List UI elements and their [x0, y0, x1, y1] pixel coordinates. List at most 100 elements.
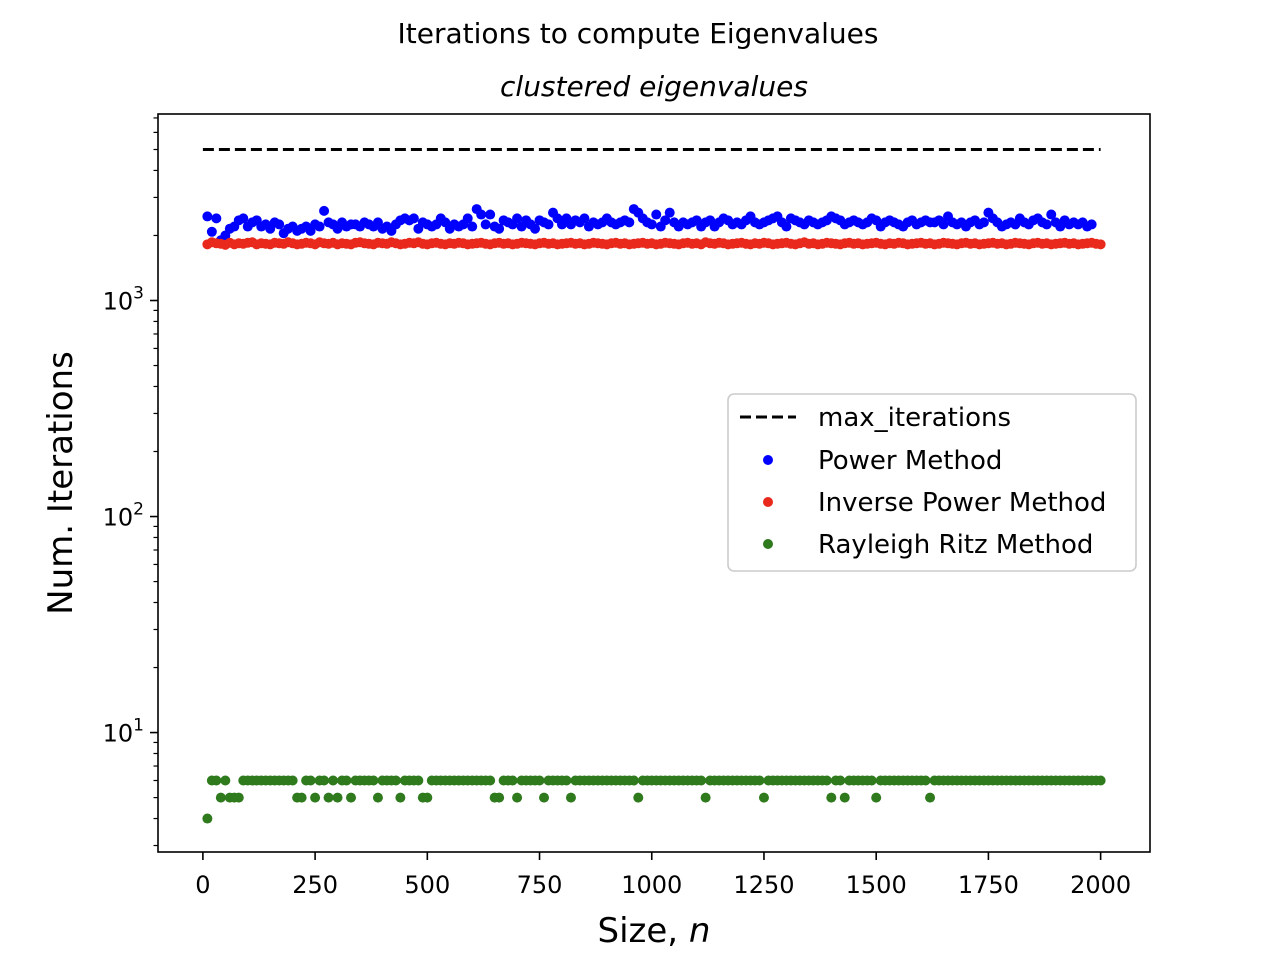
power-method-point: [238, 213, 249, 224]
rayleigh-ritz-method-point: [215, 792, 226, 803]
power-method-point: [408, 213, 419, 224]
rayleigh-ritz-method-point: [561, 775, 572, 786]
x-tick-label: 1000: [621, 871, 682, 899]
rayleigh-ritz-method-point: [866, 775, 877, 786]
rayleigh-ritz-method-point: [220, 775, 231, 786]
legend-label-power-method: Power Method: [818, 446, 1002, 476]
y-axis-label: Num. Iterations: [41, 351, 81, 615]
power-method-point: [314, 221, 325, 232]
rayleigh-ritz-method-point: [211, 775, 222, 786]
series-layer: [202, 148, 1106, 824]
rayleigh-ritz-method-point: [310, 792, 321, 803]
inverse-power-method-point: [1095, 239, 1106, 250]
power-method-point: [462, 213, 473, 224]
power-method-point: [476, 209, 487, 220]
power-method-point: [1041, 219, 1052, 230]
power-method-point: [1046, 209, 1057, 220]
chart-subtitle: clustered eigenvalues: [500, 70, 808, 103]
power-method-point: [651, 209, 662, 220]
power-method-point: [781, 221, 792, 232]
x-tick-label: 500: [404, 871, 450, 899]
rayleigh-ritz-method-point: [390, 775, 401, 786]
legend-label-max-iterations: max_iterations: [818, 403, 1011, 433]
rayleigh-ritz-method-point: [925, 792, 936, 803]
x-tick-label: 1750: [958, 871, 1019, 899]
rayleigh-ritz-method-point: [395, 792, 406, 803]
rayleigh-ritz-method-point: [305, 775, 316, 786]
power-method-point: [211, 213, 222, 224]
rayleigh-ritz-method-point: [700, 792, 711, 803]
rayleigh-ritz-method-point: [319, 775, 330, 786]
rayleigh-ritz-method-point: [512, 792, 523, 803]
power-method-point: [1086, 219, 1097, 230]
legend-marker-inverse-power-method: [763, 497, 773, 507]
power-method-point: [480, 219, 491, 230]
legend-box: [727, 393, 1137, 572]
rayleigh-ritz-method-point: [1095, 775, 1106, 786]
power-method-point: [494, 223, 505, 234]
rayleigh-ritz-method-point: [202, 813, 213, 824]
rayleigh-ritz-method-point: [826, 792, 837, 803]
rayleigh-ritz-method-point: [422, 792, 433, 803]
rayleigh-ritz-method-point: [368, 775, 379, 786]
x-tick-label: 1250: [733, 871, 794, 899]
rayleigh-ritz-method-point: [328, 775, 339, 786]
rayleigh-ritz-method-point: [341, 775, 352, 786]
rayleigh-ritz-method-point: [233, 792, 244, 803]
x-tick-label: 750: [517, 871, 563, 899]
rayleigh-ritz-method-point: [758, 792, 769, 803]
rayleigh-ritz-method-point: [534, 775, 545, 786]
rayleigh-ritz-method-point: [332, 792, 343, 803]
rayleigh-ritz-method-point: [485, 775, 496, 786]
rayleigh-ritz-method-point: [835, 775, 846, 786]
rayleigh-ritz-method-point: [565, 792, 576, 803]
power-method-point: [664, 207, 675, 218]
plot-frame: [157, 113, 1151, 853]
power-method-point: [319, 205, 330, 216]
legend-marker-rayleigh-ritz-method: [763, 539, 773, 549]
legend-label-inverse-power-method: Inverse Power Method: [818, 488, 1106, 518]
power-method-point: [660, 215, 671, 226]
rayleigh-ritz-method-point: [696, 775, 707, 786]
power-method-point: [485, 209, 496, 220]
rayleigh-ritz-method-point: [633, 792, 644, 803]
rayleigh-ritz-method-point: [628, 775, 639, 786]
rayleigh-ritz-method-point: [296, 792, 307, 803]
legend-label-rayleigh-ritz-method: Rayleigh Ritz Method: [818, 530, 1093, 560]
rayleigh-ritz-method-point: [839, 792, 850, 803]
x-tick-label: 1500: [846, 871, 907, 899]
power-method-point: [274, 219, 285, 230]
x-tick-label: 2000: [1070, 871, 1131, 899]
rayleigh-ritz-method-point: [754, 775, 765, 786]
rayleigh-ritz-method-point: [494, 792, 505, 803]
x-axis-label: Size, n: [598, 911, 711, 951]
rayleigh-ritz-method-point: [287, 775, 298, 786]
power-method-point: [530, 223, 541, 234]
y-tick-label: 103: [103, 284, 144, 316]
power-method-point: [646, 219, 657, 230]
x-tick-label: 0: [195, 871, 210, 899]
legend-marker-power-method: [763, 455, 773, 465]
power-method-point: [512, 213, 523, 224]
rayleigh-ritz-method-point: [507, 775, 518, 786]
rayleigh-ritz-method-point: [323, 792, 334, 803]
power-method-point: [938, 219, 949, 230]
power-method-point: [978, 217, 989, 228]
rayleigh-ritz-method-point: [413, 775, 424, 786]
chart-title: Iterations to compute Eigenvalues: [398, 17, 879, 50]
y-tick-label: 101: [103, 716, 144, 748]
power-method-point: [202, 211, 213, 222]
rayleigh-ritz-method-point: [821, 775, 832, 786]
rayleigh-ritz-method-point: [539, 792, 550, 803]
rayleigh-ritz-method-point: [346, 792, 357, 803]
y-tick-label: 102: [103, 500, 144, 532]
rayleigh-ritz-method-point: [871, 792, 882, 803]
rayleigh-ritz-method-point: [920, 775, 931, 786]
power-method-point: [206, 226, 217, 237]
power-method-point: [467, 221, 478, 232]
power-method-point: [579, 213, 590, 224]
legend: max_iterations Power Method Inverse Powe…: [727, 393, 1137, 572]
rayleigh-ritz-method-point: [372, 792, 383, 803]
power-method-point: [624, 217, 635, 228]
